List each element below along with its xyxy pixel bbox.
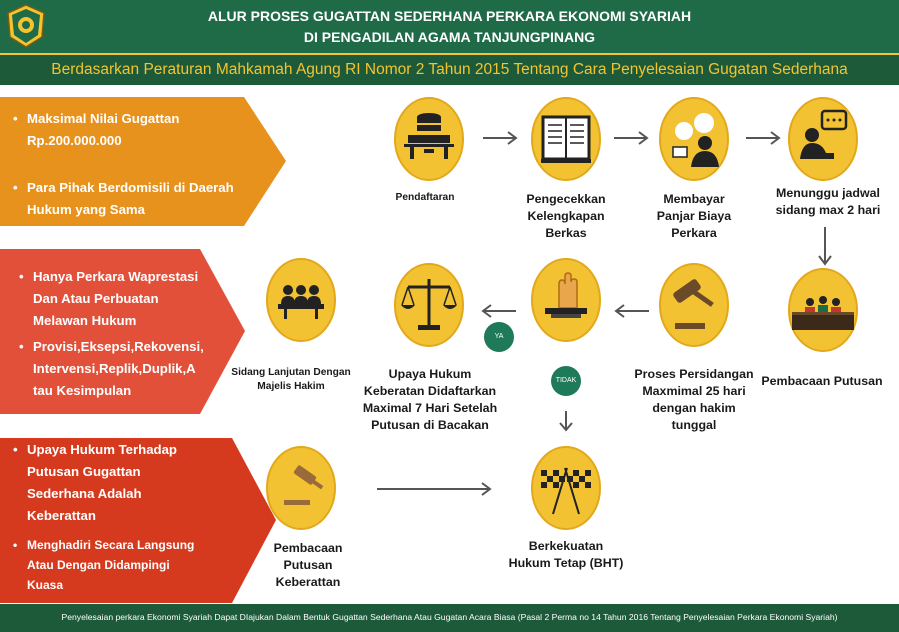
banner-orange-item-4: Hukum yang Sama <box>27 202 145 217</box>
banner-darkred-item-3: Sederhana Adalah <box>27 486 142 501</box>
judges-icon <box>788 268 858 352</box>
banner-darkred-item-1: • Upaya Hukum Terhadap <box>13 442 177 457</box>
banner-red-item-5: Intervensi,Replik,Duplik,A <box>33 361 196 376</box>
banner-red-item-2: Dan Atau Perbuatan <box>33 291 159 306</box>
arrow-left-1 <box>614 304 649 318</box>
label-upaya: Upaya Hukum Keberatan Didaftarkan Maximal … <box>362 367 498 432</box>
badge-ya: YA <box>484 322 514 352</box>
subtitle-bar: Berdasarkan Peraturan Mahkamah Agung RI … <box>0 53 899 85</box>
banner-red-item-6: tau Kesimpulan <box>33 383 132 398</box>
label-membayar: Membayar Panjar Biaya Perkara <box>656 192 732 240</box>
arrow-down-2 <box>559 411 573 432</box>
arrow-right-4 <box>377 482 492 496</box>
gavel-icon <box>266 446 336 530</box>
banner-red: • Hanya Perkara Waprestasi Dan Atau Perbu… <box>0 249 245 414</box>
footer-text: Penyelesaian perkara Ekonomi Syariah Dap… <box>61 612 838 622</box>
label-sidang: Sidang Lanjutan Dengan Majelis Hakim <box>231 367 351 392</box>
banner-orange-item-2: Rp.200.000.000 <box>27 133 122 148</box>
banner-red-item-3: Melawan Hukum <box>33 313 137 328</box>
label-pembacaan-putusan: Pembacaan Putusan <box>761 374 883 388</box>
arrow-right-3 <box>746 131 781 145</box>
arrow-right-2 <box>614 131 649 145</box>
server-icon <box>394 97 464 181</box>
arrow-left-2 <box>481 304 516 318</box>
payment-icon <box>659 97 729 181</box>
label-pembacaan-keberattan: Pembacaan Putusan Keberattan <box>273 541 343 589</box>
subtitle: Berdasarkan Peraturan Mahkamah Agung RI … <box>51 61 848 78</box>
banner-red-item-4: • Provisi,Eksepsi,Rekovensi, <box>19 339 204 354</box>
label-menunggu: Menunggu jadwal sidang max 2 hari <box>775 186 881 217</box>
label-pendaftaran: Pendaftaran <box>395 192 455 203</box>
label-proses: Proses Persidangan Maxmimal 25 hari dengan… <box>634 367 754 432</box>
scales-icon <box>394 263 464 347</box>
page-title-line2: DI PENGADILAN AGAMA TANJUNGPINANG <box>303 29 596 45</box>
banner-darkred-item-2: Putusan Gugattan <box>27 464 141 479</box>
meeting-icon <box>266 258 336 342</box>
banner-darkred-item-6: Atau Dengan Didampingi <box>27 558 170 572</box>
arrow-right-1 <box>483 131 518 145</box>
banner-orange: • Maksimal Nilai Gugattan Rp.200.000.000 … <box>0 97 286 226</box>
gavel-icon <box>659 263 729 347</box>
banner-darkred-item-4: Keberattan <box>27 508 96 523</box>
page-title-line1: ALUR PROSES GUGATTAN SEDERHANA PERKARA E… <box>207 8 692 24</box>
banner-darkred-item-5: • Menghadiri Secara Langsung <box>13 538 195 552</box>
banner-red-item-1: • Hanya Perkara Waprestasi <box>19 269 199 284</box>
hand-vote-icon <box>531 258 601 342</box>
banner-orange-item-1: • Maksimal Nilai Gugattan <box>13 111 180 126</box>
banner-darkred: • Upaya Hukum Terhadap Putusan Gugattan S… <box>0 438 276 603</box>
chat-icon <box>788 97 858 181</box>
banner-darkred-item-7: Kuasa <box>27 578 64 592</box>
court-logo-icon <box>7 4 45 48</box>
label-pengecekkan: Pengecekkan Kelengkapan Berkas <box>526 192 606 240</box>
arrow-down-1 <box>818 227 832 266</box>
label-bht: Berkekuatan Hukum Tetap (BHT) <box>508 539 624 570</box>
header: ALUR PROSES GUGATTAN SEDERHANA PERKARA E… <box>0 0 899 53</box>
footer: Penyelesaian perkara Ekonomi Syariah Dap… <box>0 604 899 632</box>
book-icon <box>531 97 601 181</box>
badge-tidak: TIDAK <box>551 366 581 396</box>
banner-orange-item-3: • Para Pihak Berdomisili di Daerah <box>13 180 234 195</box>
checkered-flags-icon <box>531 446 601 530</box>
